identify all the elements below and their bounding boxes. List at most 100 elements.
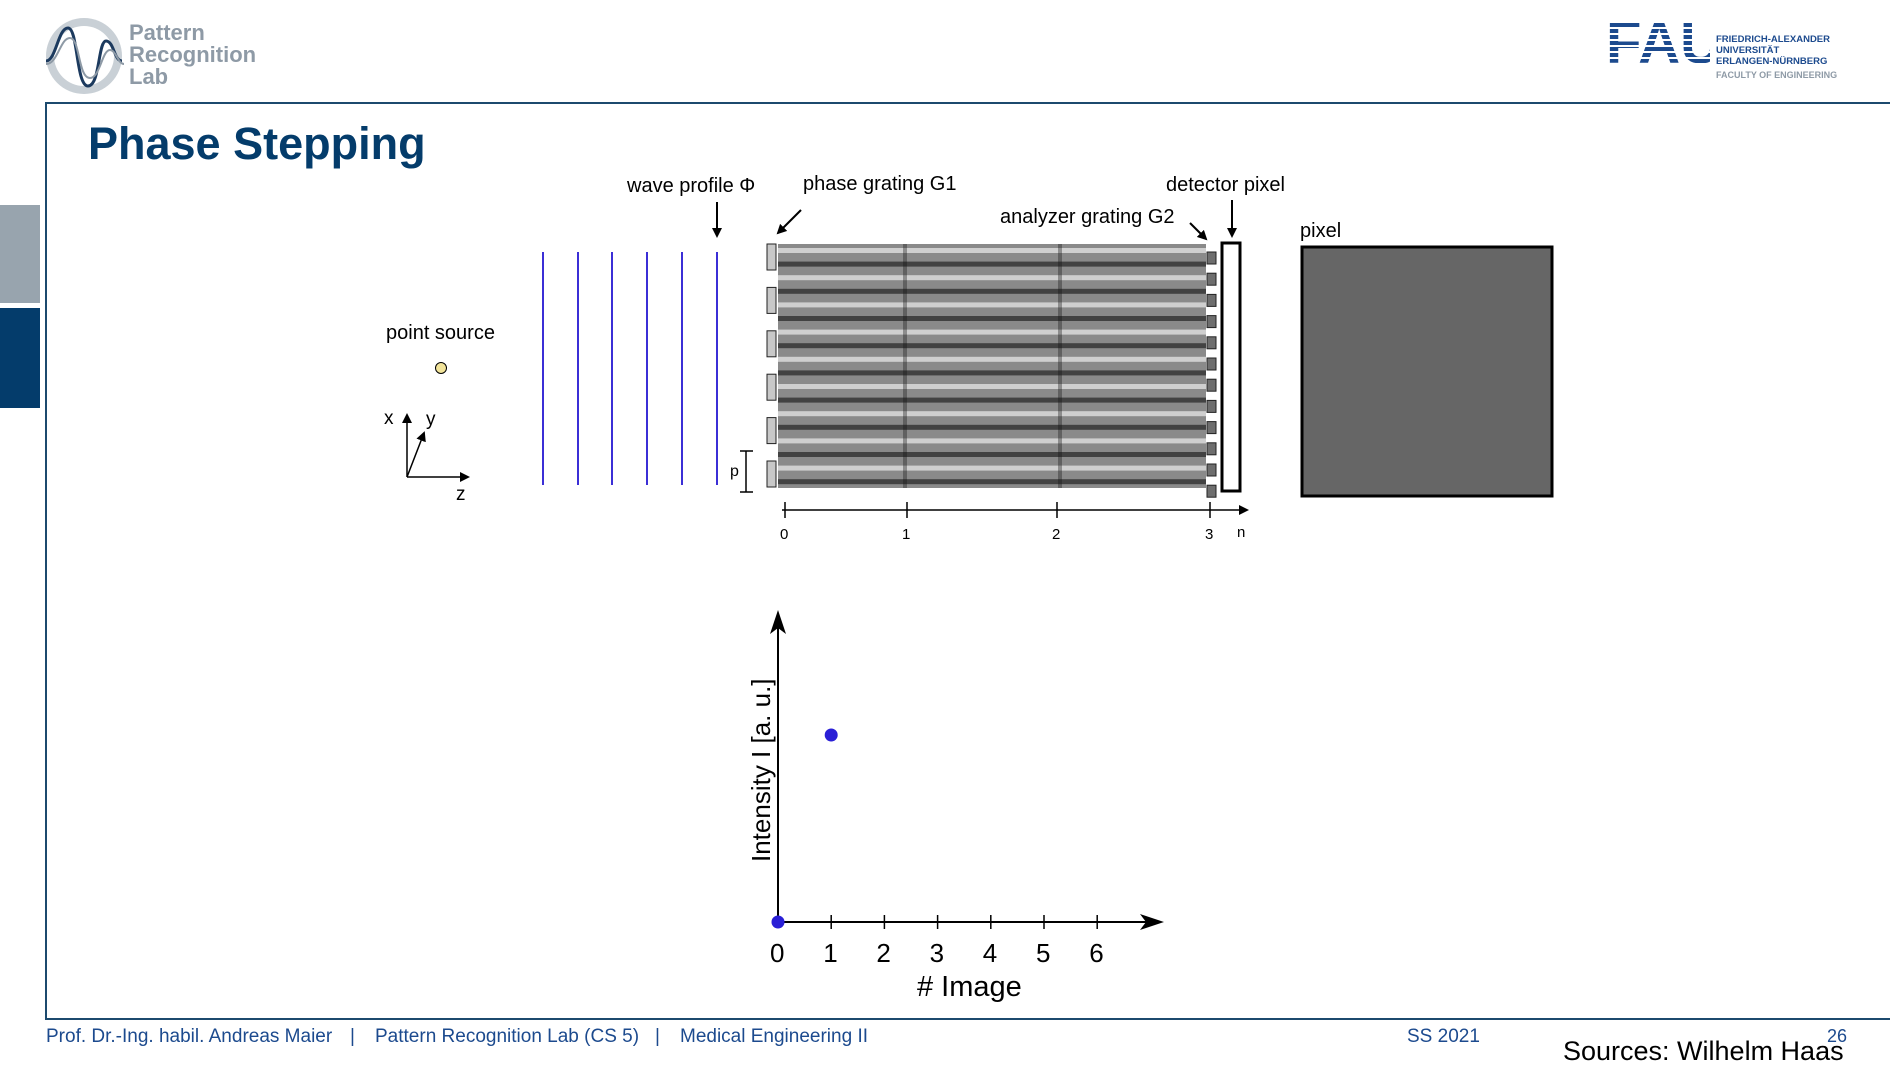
fringe-band	[778, 397, 1206, 403]
footer-separator-1: |	[350, 1026, 355, 1047]
page-number: 26	[1827, 1026, 1848, 1046]
university-line-1: FRIEDRICH-ALEXANDER	[1716, 34, 1830, 45]
coordinate-axes: x y z	[384, 408, 470, 505]
chart-x-tick-label: 5	[1036, 938, 1050, 968]
chart-x-tick-label: 6	[1089, 938, 1103, 968]
fringe-band	[778, 302, 1206, 308]
footer-semester: SS 2021	[1407, 1026, 1480, 1047]
slide-left-border	[45, 102, 47, 1020]
distance-tick-label: 0	[780, 526, 788, 543]
distance-tick-label: 2	[1052, 526, 1060, 543]
chart-x-tick-label: 2	[876, 938, 890, 968]
detector-pixel-label: detector pixel	[1166, 174, 1285, 196]
g2-bar	[1206, 484, 1217, 498]
distance-axis-label: n	[1237, 524, 1245, 541]
phase-grating-label: phase grating G1	[803, 173, 956, 195]
g1-bar	[766, 373, 777, 401]
side-tab-active[interactable]	[0, 308, 40, 408]
period-label: p	[730, 463, 739, 480]
fringe-band	[778, 452, 1206, 457]
g1-bar	[766, 460, 777, 488]
phase-grating-pointer	[776, 209, 802, 235]
footer-course: Medical Engineering II	[680, 1026, 868, 1047]
fringe-band	[778, 275, 1206, 281]
distance-tick-label: 1	[902, 526, 910, 543]
axis-z-label: z	[456, 484, 466, 505]
chart-y-label: Intensity I [a. u.]	[746, 678, 776, 862]
wave-fronts	[542, 252, 718, 485]
phase-grating-g1	[766, 243, 777, 488]
pixel-label: pixel	[1300, 220, 1341, 242]
fringe-band	[778, 438, 1206, 444]
chart-x-tick-label: 3	[930, 938, 944, 968]
faculty-name: FACULTY OF ENGINEERING	[1716, 70, 1838, 80]
fringe-band	[778, 424, 1206, 430]
chart-x-label: # Image	[917, 971, 1022, 1003]
interference-pattern	[778, 244, 1206, 488]
g2-bar	[1206, 357, 1217, 371]
footer-divider	[45, 1018, 1890, 1020]
g2-bar	[1206, 293, 1217, 307]
chart-x-tick-label: 0	[770, 938, 784, 968]
page-title: Phase Stepping	[88, 118, 426, 169]
distance-axis: n 0 1 2 3	[780, 502, 1249, 543]
g2-bar	[1206, 336, 1217, 350]
g2-bar	[1206, 378, 1217, 392]
lab-logo-line-1: Pattern	[129, 20, 205, 45]
fringe-band	[778, 479, 1206, 485]
analyzer-grating-label: analyzer grating G2	[1000, 206, 1175, 228]
fringe-band	[778, 329, 1206, 335]
g1-bar	[766, 286, 777, 314]
analyzer-grating-pointer	[1189, 222, 1208, 241]
footer-lab: Pattern Recognition Lab (CS 5)	[375, 1026, 640, 1047]
detector-pixel-frame	[1220, 241, 1242, 493]
chart-points	[771, 728, 838, 929]
pixel-square	[1300, 245, 1554, 498]
pattern-recognition-lab-logo-icon	[45, 18, 124, 94]
university-line-2: UNIVERSITÄT	[1716, 45, 1780, 56]
fringe-band	[778, 343, 1206, 349]
analyzer-grating-g2	[1206, 251, 1217, 498]
fringe-band	[778, 465, 1206, 471]
g2-bar	[1206, 251, 1217, 265]
fringe-band	[778, 411, 1206, 417]
fringe-node	[1058, 244, 1062, 488]
university-line-3: ERLANGEN-NÜRNBERG	[1716, 56, 1828, 67]
header-divider	[45, 102, 1890, 104]
point-source-label: point source	[386, 322, 495, 344]
g2-bar	[1206, 272, 1217, 286]
fringe-band	[778, 288, 1206, 294]
footer-separator-2: |	[655, 1026, 660, 1047]
g2-bar	[1206, 442, 1217, 456]
fringe-band	[778, 261, 1206, 267]
point-source-icon	[435, 362, 447, 374]
chart-x-tick-label: 4	[983, 938, 997, 968]
g2-bar	[1206, 463, 1217, 477]
lab-logo-text: Pattern Recognition Lab	[129, 22, 256, 88]
footer-author: Prof. Dr.-Ing. habil. Andreas Maier	[46, 1026, 333, 1047]
g1-bar	[766, 417, 777, 445]
lab-logo-line-2: Recognition	[129, 42, 257, 67]
fringe-band	[778, 316, 1206, 321]
lab-logo-line-3: Lab	[129, 64, 169, 89]
sources-note: Sources: Wilhelm Haas	[1563, 1036, 1844, 1066]
axis-x-label: x	[384, 408, 394, 429]
chart-point	[771, 915, 785, 929]
fringe-band	[778, 248, 1206, 253]
fringe-band	[778, 384, 1206, 389]
chart-point	[824, 728, 838, 742]
side-tab-inactive[interactable]	[0, 205, 40, 303]
interference-fringes	[778, 244, 1206, 488]
g2-bar	[1206, 315, 1217, 329]
fringe-band	[778, 370, 1206, 376]
distance-tick-label: 3	[1205, 526, 1213, 543]
axis-y-label: y	[426, 409, 436, 430]
university-name: FRIEDRICH-ALEXANDER UNIVERSITÄT ERLANGEN…	[1716, 34, 1830, 67]
g2-bar	[1206, 421, 1217, 435]
g2-bar	[1206, 399, 1217, 413]
wave-profile-label: wave profile Φ	[626, 175, 755, 197]
chart-x-tick-label: 1	[823, 938, 837, 968]
chart-x-ticks: 0 1 2 3 4 5 6	[770, 915, 1104, 968]
